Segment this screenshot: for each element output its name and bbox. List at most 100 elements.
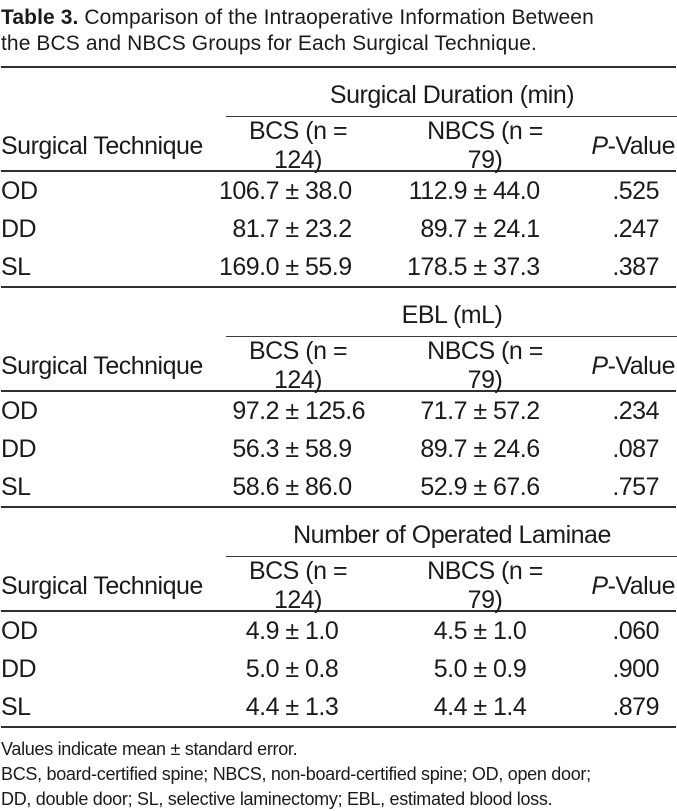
sd-value: 1.0 [493,616,527,645]
cell-p-value: .757 [612,472,659,501]
plus-minus: ± [473,176,487,205]
cell-bcs-value: 106.7 ±38.0 [213,177,371,206]
mean-value: 58.6 [232,472,279,501]
table-row: DD 81.7 ±23.2 89.7 ±24.1 .247 [1,210,676,248]
sd-value: 125.6 [305,396,366,425]
cell-bcs-value: 169.0 ±55.9 [213,253,371,282]
column-header-row: Surgical Technique BCS (n = 124) NBCS (n… [1,337,676,394]
mean-value: 5.0 [245,654,280,683]
sd-value: 23.2 [305,214,352,243]
sd-value: 67.6 [493,472,540,501]
plus-minus: ± [285,692,299,721]
cell-p-value: .234 [612,396,659,425]
mean-value: 106.7 [218,176,280,205]
mean-value: 4.4 [433,692,468,721]
cell-technique: DD [1,214,37,243]
cell-nbcs-value: 4.4 ±1.4 [371,693,563,722]
plus-minus: ± [473,396,487,425]
plus-minus: ± [473,692,487,721]
mean-value: 81.7 [232,214,279,243]
cell-nbcs-value: 89.7 ±24.6 [371,435,563,464]
section-heading: Number of Operated Laminae [226,508,677,557]
table-row: SL 4.4 ±1.3 4.4 ±1.4 .879 [1,688,676,726]
table-row: DD 56.3 ±58.9 89.7 ±24.6 .087 [1,430,676,468]
table-section-ebl: EBL (mL) Surgical Technique BCS (n = 124… [1,288,677,508]
sd-value: 1.4 [493,692,527,721]
mean-value: 4.9 [245,616,280,645]
plus-minus: ± [285,396,299,425]
cell-technique: OD [1,176,38,205]
cell-technique: DD [1,434,37,463]
cell-bcs-value: 58.6 ±86.0 [213,473,371,502]
cell-nbcs-value: 112.9 ±44.0 [371,177,563,206]
sd-value: 57.2 [493,396,540,425]
spanner-row: Surgical Duration (min) [1,68,677,117]
table-footnotes: Values indicate mean ± standard error. B… [1,737,676,811]
col-header-pvalue: P-Value [591,571,675,600]
sd-value: 58.9 [305,434,352,463]
col-header-bcs: BCS (n = 124) [248,557,348,614]
cell-p-value: .060 [612,616,659,645]
table-title-line2: the BCS and NBCS Groups for Each Surgica… [1,32,537,55]
cell-bcs-value: 56.3 ±58.9 [213,435,371,464]
table-section-surgical-duration: Surgical Duration (min) Surgical Techniq… [1,68,677,288]
cell-technique: SL [1,252,31,281]
plus-minus: ± [285,654,299,683]
table-row: SL 58.6 ±86.0 52.9 ±67.6 .757 [1,468,676,506]
column-header-row: Surgical Technique BCS (n = 124) NBCS (n… [1,557,676,614]
plus-minus: ± [473,654,487,683]
cell-technique: SL [1,692,31,721]
section-heading: EBL (mL) [226,288,677,337]
mean-value: 4.4 [245,692,280,721]
col-header-technique: Surgical Technique [1,351,203,380]
cell-p-value: .525 [612,176,659,205]
table-section-laminae: Number of Operated Laminae Surgical Tech… [1,508,677,728]
plus-minus: ± [473,252,487,281]
cell-p-value: .879 [612,692,659,721]
table-title: Table 3. Comparison of the Intraoperativ… [1,5,676,57]
cell-bcs-value: 4.4 ±1.3 [213,693,371,722]
comparison-table: Surgical Duration (min) Surgical Techniq… [1,66,677,728]
sd-value: 24.6 [493,434,540,463]
plus-minus: ± [285,472,299,501]
mean-value: 97.2 [232,396,279,425]
table-row: DD 5.0 ±0.8 5.0 ±0.9 .900 [1,650,676,688]
footnote-abbreviations-line1: BCS, board-certified spine; NBCS, non-bo… [1,764,591,784]
plus-minus: ± [285,214,299,243]
cell-bcs-value: 5.0 ±0.8 [213,655,371,684]
cell-nbcs-value: 4.5 ±1.0 [371,617,563,646]
table-number-label: Table 3. [1,6,79,29]
col-header-nbcs: NBCS (n = 79) [427,337,543,394]
table-row: OD 106.7 ±38.0 112.9 ±44.0 .525 [1,172,676,210]
cell-nbcs-value: 89.7 ±24.1 [371,215,563,244]
sd-value: 37.3 [493,252,540,281]
col-header-pvalue: P-Value [591,351,675,380]
column-header-row: Surgical Technique BCS (n = 124) NBCS (n… [1,117,676,174]
mean-value: 178.5 [406,252,468,281]
col-header-nbcs: NBCS (n = 79) [427,557,543,614]
cell-technique: OD [1,616,38,645]
cell-nbcs-value: 52.9 ±67.6 [371,473,563,502]
plus-minus: ± [285,252,299,281]
cell-nbcs-value: 71.7 ±57.2 [371,397,563,426]
plus-minus: ± [473,434,487,463]
table-title-line1: Comparison of the Intraoperative Informa… [78,6,594,29]
col-header-bcs: BCS (n = 124) [248,337,348,394]
sd-value: 24.1 [493,214,540,243]
footnote-abbreviations-line2: DD, double door; SL, selective laminecto… [1,789,553,809]
sd-value: 1.3 [305,692,339,721]
sd-value: 86.0 [305,472,352,501]
mean-value: 5.0 [433,654,468,683]
mean-value: 112.9 [408,176,468,205]
plus-minus: ± [285,616,299,645]
mean-value: 4.5 [433,616,468,645]
plus-minus: ± [473,472,487,501]
mean-value: 169.0 [218,252,280,281]
cell-p-value: .900 [612,654,659,683]
sd-value: 44.0 [493,176,540,205]
col-header-pvalue: P-Value [591,131,675,160]
plus-minus: ± [285,176,299,205]
footnote-values-note: Values indicate mean ± standard error. [1,739,298,759]
mean-value: 89.7 [420,214,467,243]
